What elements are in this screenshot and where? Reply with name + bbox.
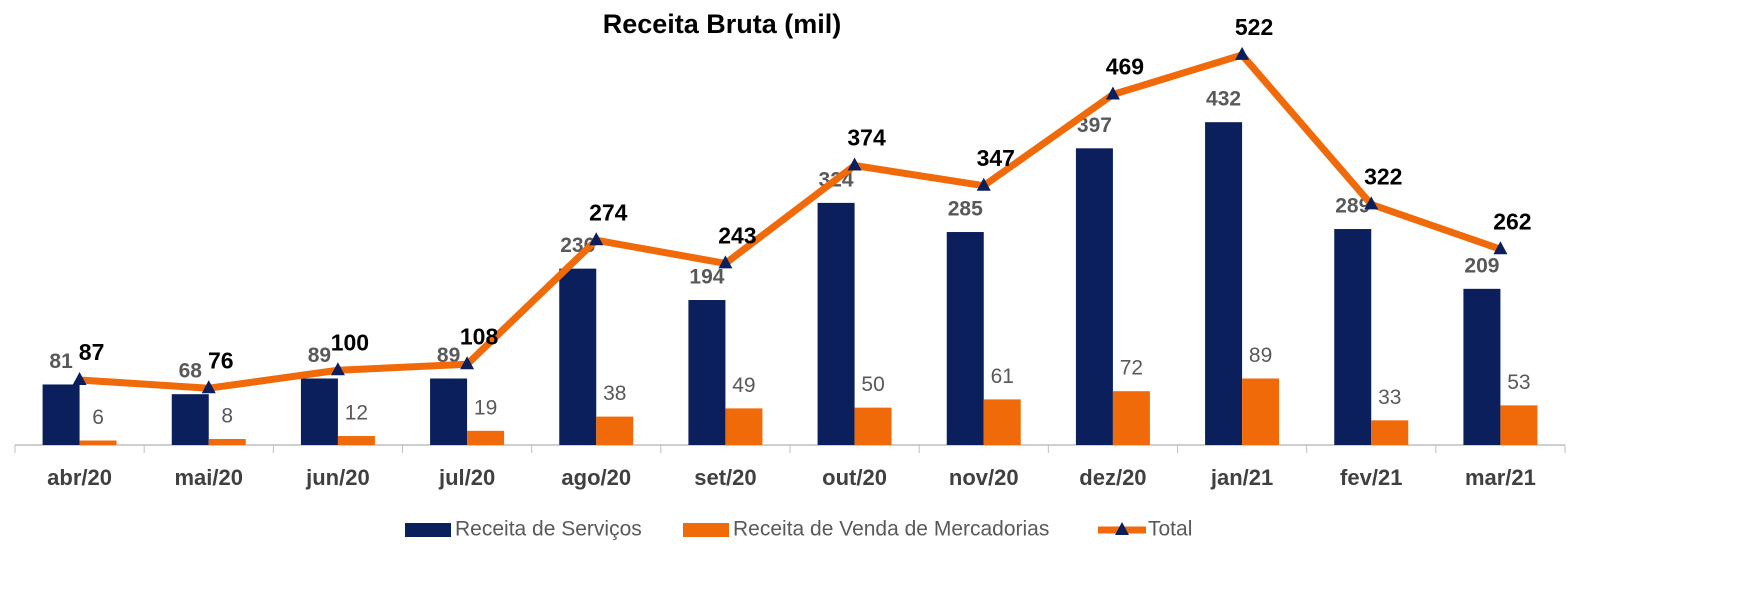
data-label: 285	[948, 198, 983, 221]
bar	[1242, 378, 1280, 445]
legend-label: Receita de Venda de Mercadorias	[733, 518, 1049, 541]
line-marker	[1235, 46, 1250, 60]
data-label: 38	[603, 382, 626, 405]
bar	[1075, 148, 1113, 445]
legend-swatch	[683, 523, 729, 537]
x-tick-label: jul/20	[438, 465, 495, 490]
data-label: 262	[1493, 208, 1531, 234]
x-tick-label: jan/21	[1210, 465, 1273, 490]
bar	[946, 232, 984, 445]
x-tick-label: out/20	[822, 465, 887, 490]
data-label: 8	[221, 405, 233, 428]
data-label: 397	[1077, 114, 1112, 137]
line-marker	[330, 362, 345, 376]
data-label: 68	[179, 360, 203, 383]
data-label: 100	[331, 329, 369, 355]
data-label: 50	[861, 373, 884, 396]
x-tick-label: jun/20	[305, 465, 370, 490]
bar	[337, 436, 375, 445]
line-marker	[589, 232, 604, 246]
data-label: 33	[1378, 386, 1401, 409]
legend-label: Total	[1148, 518, 1192, 541]
data-label: 274	[589, 199, 628, 225]
bar	[596, 416, 634, 445]
data-label: 6	[92, 406, 104, 429]
bar	[300, 378, 338, 445]
data-label: 76	[208, 347, 234, 373]
bar	[1334, 229, 1372, 445]
line-marker	[1105, 86, 1120, 100]
data-label: 81	[49, 350, 73, 373]
data-label: 347	[977, 145, 1015, 171]
data-label: 19	[474, 396, 497, 419]
bar	[854, 407, 892, 445]
line-marker	[201, 380, 216, 394]
data-label: 432	[1206, 88, 1241, 111]
bar	[467, 430, 505, 445]
line-marker	[72, 371, 87, 385]
x-tick-label: abr/20	[47, 465, 112, 490]
bar	[559, 268, 597, 445]
x-tick-label: set/20	[694, 465, 756, 490]
x-tick-label: dez/20	[1079, 465, 1146, 490]
data-label: 108	[460, 323, 499, 349]
bar	[1205, 122, 1243, 445]
data-label: 374	[847, 125, 886, 151]
x-tick-label: ago/20	[561, 465, 631, 490]
data-label: 53	[1507, 371, 1530, 394]
line-marker	[460, 356, 475, 370]
bar	[983, 399, 1021, 445]
x-tick-label: nov/20	[949, 465, 1019, 490]
line-marker	[718, 255, 733, 269]
data-label: 322	[1364, 163, 1402, 189]
data-label: 194	[689, 266, 724, 289]
line-marker	[1493, 241, 1508, 255]
data-label: 89	[308, 344, 331, 367]
data-label: 209	[1464, 254, 1499, 277]
data-label: 469	[1106, 54, 1144, 80]
bar	[430, 378, 468, 445]
data-label: 522	[1235, 14, 1273, 40]
bar	[688, 300, 726, 445]
chart-title: Receita Bruta (mil)	[603, 9, 842, 39]
data-label: 289	[1335, 195, 1370, 218]
data-label: 12	[345, 402, 368, 425]
line-marker	[1364, 196, 1379, 210]
data-label: 89	[1249, 344, 1272, 367]
legend-swatch	[405, 523, 451, 537]
line	[79, 51, 1502, 392]
x-tick-label: mar/21	[1465, 465, 1536, 490]
bar	[208, 439, 246, 445]
bar	[1463, 288, 1501, 445]
bar	[725, 408, 763, 445]
bar	[42, 384, 80, 445]
data-label: 49	[732, 374, 755, 397]
bar	[1112, 391, 1150, 445]
line-marker	[847, 157, 862, 171]
line-marker	[976, 177, 991, 191]
bar	[1371, 420, 1409, 445]
x-tick-label: mai/20	[175, 465, 244, 490]
data-label: 243	[718, 222, 756, 248]
legend-label: Receita de Serviços	[455, 518, 642, 541]
bar	[79, 440, 117, 445]
legend-swatch	[1115, 522, 1129, 535]
bar	[817, 202, 855, 445]
bar	[171, 394, 209, 445]
bar	[1500, 405, 1538, 445]
data-label: 61	[991, 365, 1014, 388]
data-label: 87	[79, 339, 105, 365]
data-label: 72	[1120, 357, 1143, 380]
data-label: 89	[437, 344, 460, 367]
x-tick-label: fev/21	[1340, 465, 1402, 490]
